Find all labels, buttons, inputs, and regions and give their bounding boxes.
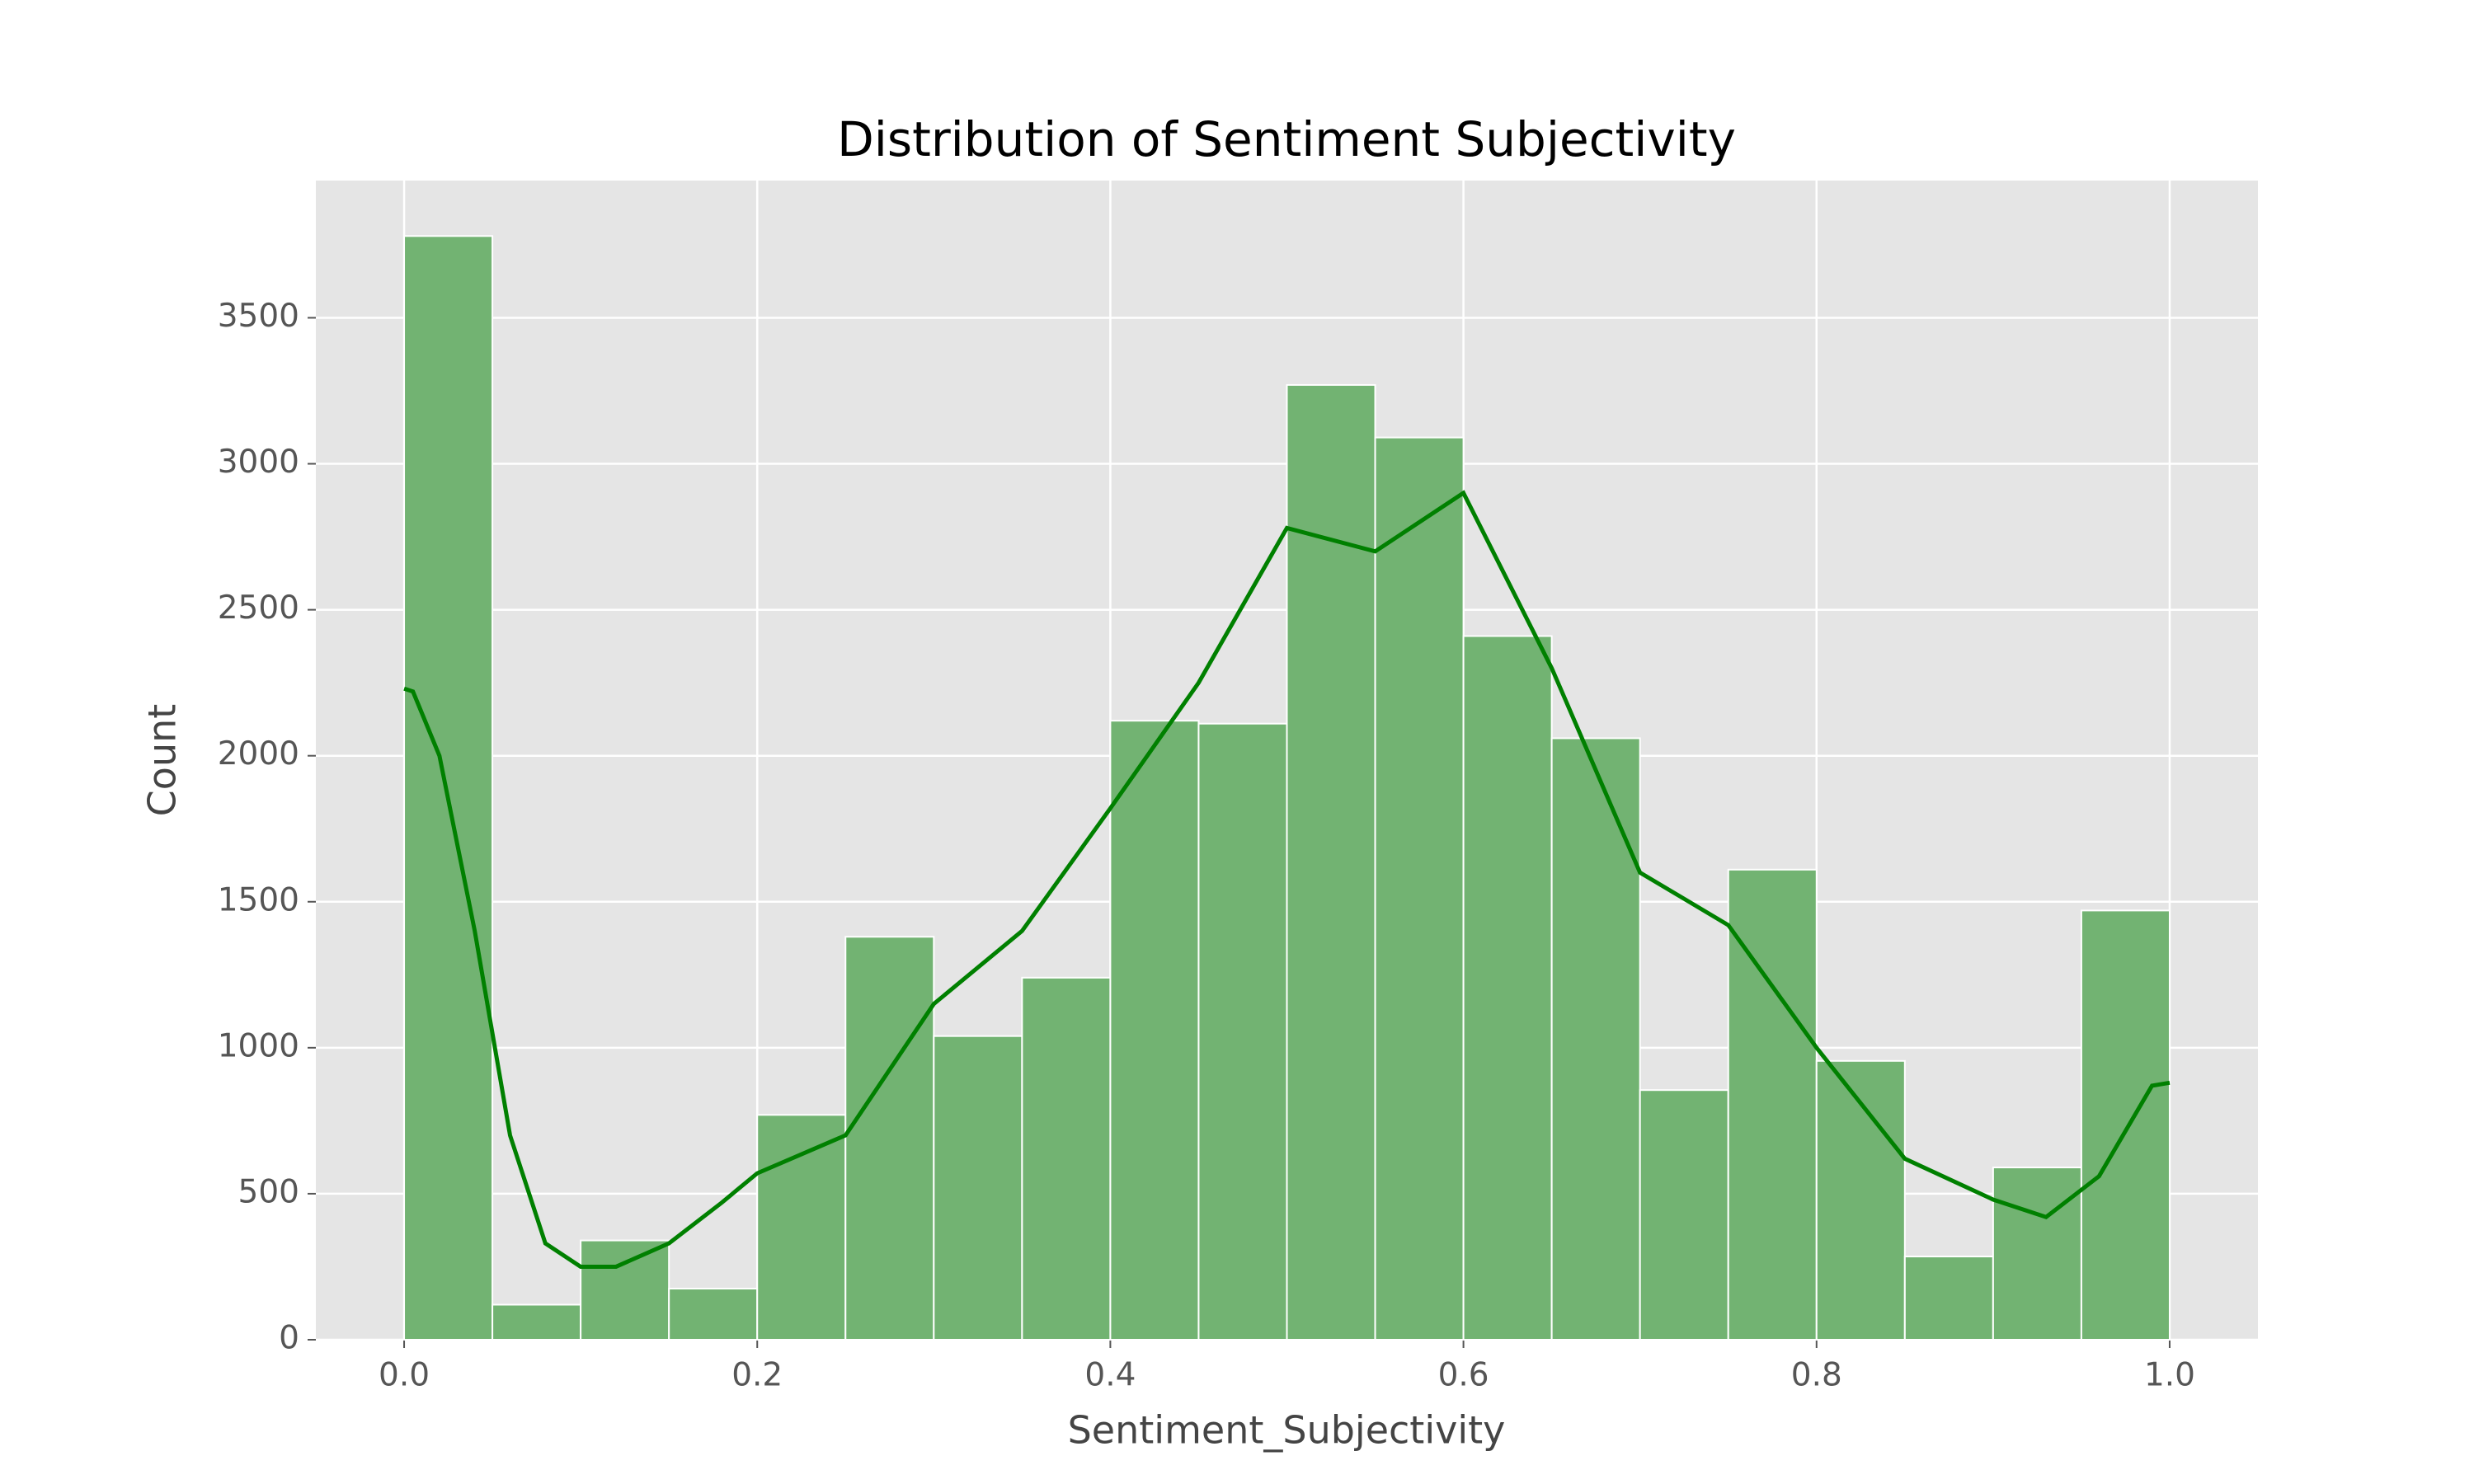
- bar: [1903, 1256, 1994, 1341]
- bar: [756, 1114, 847, 1341]
- x-tick-label: 0.0: [379, 1357, 430, 1394]
- y-tick-label: 500: [238, 1173, 299, 1210]
- bar: [1109, 720, 1200, 1341]
- y-tick-label: 1000: [218, 1027, 299, 1064]
- y-tick-label: 2500: [218, 589, 299, 627]
- y-tick-label: 2000: [218, 735, 299, 773]
- x-tick-label: 0.2: [731, 1357, 783, 1394]
- x-tick-label: 0.6: [1438, 1357, 1489, 1394]
- bar: [1550, 737, 1641, 1341]
- y-tick-label: 3000: [218, 444, 299, 481]
- kde-line: [403, 490, 2171, 1269]
- bar: [668, 1288, 759, 1341]
- x-tick-label: 1.0: [2144, 1357, 2195, 1394]
- bar: [1286, 383, 1376, 1341]
- bar: [1462, 635, 1553, 1341]
- y-tick-label: 1500: [218, 881, 299, 918]
- bar: [403, 235, 494, 1341]
- bar: [844, 936, 935, 1341]
- chart-title: Distribution of Sentiment Subjectivity: [837, 111, 1736, 167]
- y-tick-label: 0: [279, 1320, 299, 1357]
- x-axis-label: Sentiment_Subjectivity: [1068, 1408, 1506, 1453]
- bar: [1021, 976, 1112, 1341]
- x-tick-label: 0.4: [1084, 1357, 1136, 1394]
- bar: [2080, 909, 2171, 1341]
- bar: [1374, 436, 1465, 1341]
- y-axis-label: Count: [140, 704, 185, 817]
- bar: [580, 1239, 670, 1341]
- bar: [1815, 1059, 1906, 1341]
- bar: [492, 1303, 582, 1341]
- x-tick-label: 0.8: [1791, 1357, 1842, 1394]
- bar: [933, 1035, 1023, 1341]
- bar: [1197, 722, 1288, 1341]
- y-tick-label: 3500: [218, 298, 299, 335]
- bar: [1992, 1167, 2082, 1341]
- bar: [1639, 1089, 1729, 1341]
